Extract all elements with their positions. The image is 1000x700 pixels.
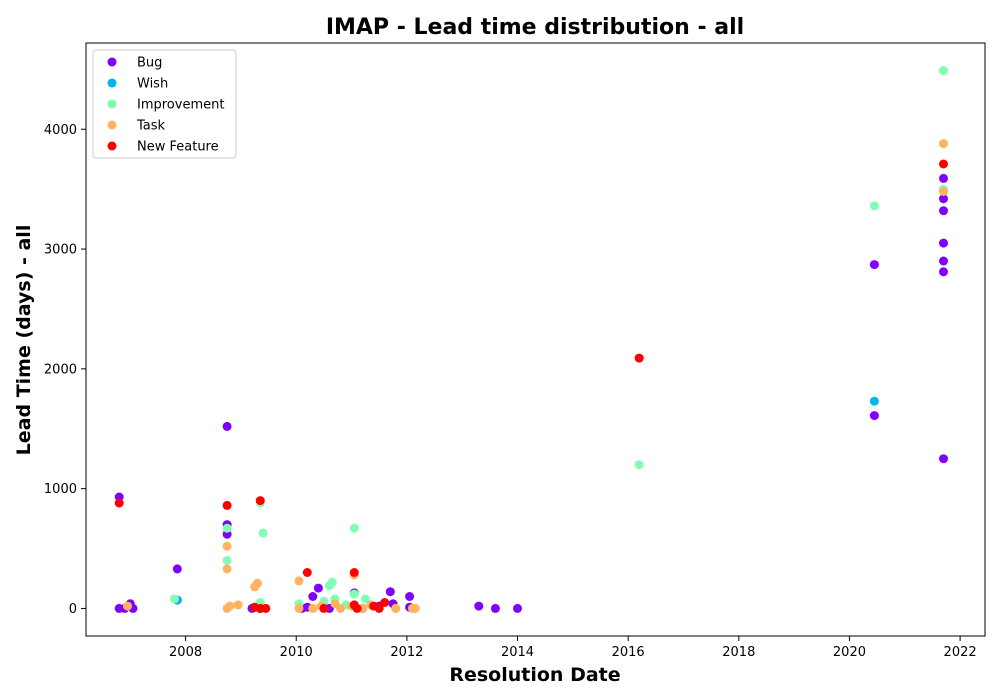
x-tick-label: 2020 (833, 645, 866, 660)
point-task (410, 603, 420, 613)
chart-title: IMAP - Lead time distribution - all (326, 15, 744, 40)
point-bug (939, 454, 948, 464)
point-improvement (939, 66, 948, 76)
point-new-feature (380, 598, 390, 607)
point-task (225, 601, 235, 611)
x-tick-label: 2022 (944, 645, 977, 660)
point-bug (939, 238, 948, 248)
points-layer (114, 66, 948, 613)
point-new-feature (114, 498, 124, 508)
point-new-feature (222, 500, 232, 510)
point-wish (869, 396, 879, 406)
point-task (939, 139, 948, 149)
point-bug (385, 587, 395, 597)
point-improvement (222, 523, 232, 533)
point-improvement (869, 201, 879, 211)
legend-label-bug: Bug (137, 56, 162, 71)
point-improvement (634, 460, 644, 470)
point-bug (474, 601, 484, 611)
point-new-feature (319, 603, 329, 613)
point-task (308, 603, 318, 613)
point-task (939, 187, 948, 196)
x-axis-label: Resolution Date (449, 664, 620, 686)
legend-label-improvement: Improvement (137, 98, 224, 113)
x-axis: 2008 2010 2012 2014 2016 2018 2020 2022 (169, 636, 977, 660)
legend-label-wish: Wish (137, 77, 168, 92)
point-task (336, 603, 345, 613)
point-task (294, 603, 304, 613)
y-tick-label: 1000 (44, 482, 77, 497)
legend-marker-new-feature (107, 141, 117, 151)
point-improvement (349, 589, 359, 599)
point-improvement (349, 523, 359, 533)
x-tick-label: 2014 (501, 645, 534, 660)
point-bug (869, 260, 879, 270)
point-bug (313, 583, 323, 593)
point-improvement (327, 577, 337, 587)
point-bug (939, 256, 948, 266)
point-task (222, 564, 232, 574)
point-new-feature (352, 603, 362, 613)
point-bug (490, 603, 500, 613)
point-bug (869, 411, 879, 421)
point-bug (172, 564, 182, 574)
point-task (253, 578, 262, 588)
point-new-feature (261, 603, 271, 613)
point-bug (308, 592, 318, 601)
x-tick-label: 2012 (390, 645, 423, 660)
point-task (123, 601, 132, 611)
point-improvement (222, 556, 232, 565)
legend-items: Bug Wish Improvement Task New Feature (107, 56, 224, 155)
legend-marker-bug (107, 57, 117, 67)
legend-marker-improvement (107, 99, 117, 109)
point-task (233, 600, 243, 610)
point-improvement (258, 528, 268, 538)
y-tick-label: 3000 (44, 243, 77, 258)
point-new-feature (349, 568, 359, 577)
point-new-feature (255, 496, 265, 506)
point-task (294, 576, 304, 586)
point-new-feature (939, 159, 948, 169)
y-tick-label: 0 (69, 602, 77, 617)
legend-marker-wish (107, 78, 117, 88)
legend-marker-task (107, 120, 117, 130)
point-improvement (360, 594, 370, 604)
point-bug (222, 421, 232, 431)
point-bug (939, 267, 948, 277)
plot-frame (85, 42, 986, 637)
point-bug (513, 603, 522, 613)
point-bug (939, 206, 948, 216)
point-bug (405, 592, 415, 601)
point-improvement (170, 594, 179, 604)
legend-label-new-feature: New Feature (137, 140, 219, 155)
point-bug (939, 194, 948, 204)
x-tick-label: 2018 (722, 645, 755, 660)
point-task (391, 603, 401, 613)
x-tick-label: 2016 (612, 645, 645, 660)
x-tick-label: 2008 (169, 645, 202, 660)
point-bug (939, 173, 948, 183)
y-tick-label: 2000 (44, 362, 77, 377)
point-new-feature (634, 353, 644, 363)
point-new-feature (302, 568, 312, 577)
legend-label-task: Task (136, 119, 166, 134)
x-tick-label: 2010 (280, 645, 313, 660)
legend-box (92, 49, 237, 159)
legend: Bug Wish Improvement Task New Feature (92, 49, 237, 159)
point-task (222, 541, 232, 551)
y-axis-label: Lead Time (days) - all (13, 225, 35, 456)
y-axis: 0 1000 2000 3000 4000 (44, 123, 86, 617)
point-new-feature (374, 603, 384, 613)
y-tick-label: 4000 (44, 123, 77, 138)
